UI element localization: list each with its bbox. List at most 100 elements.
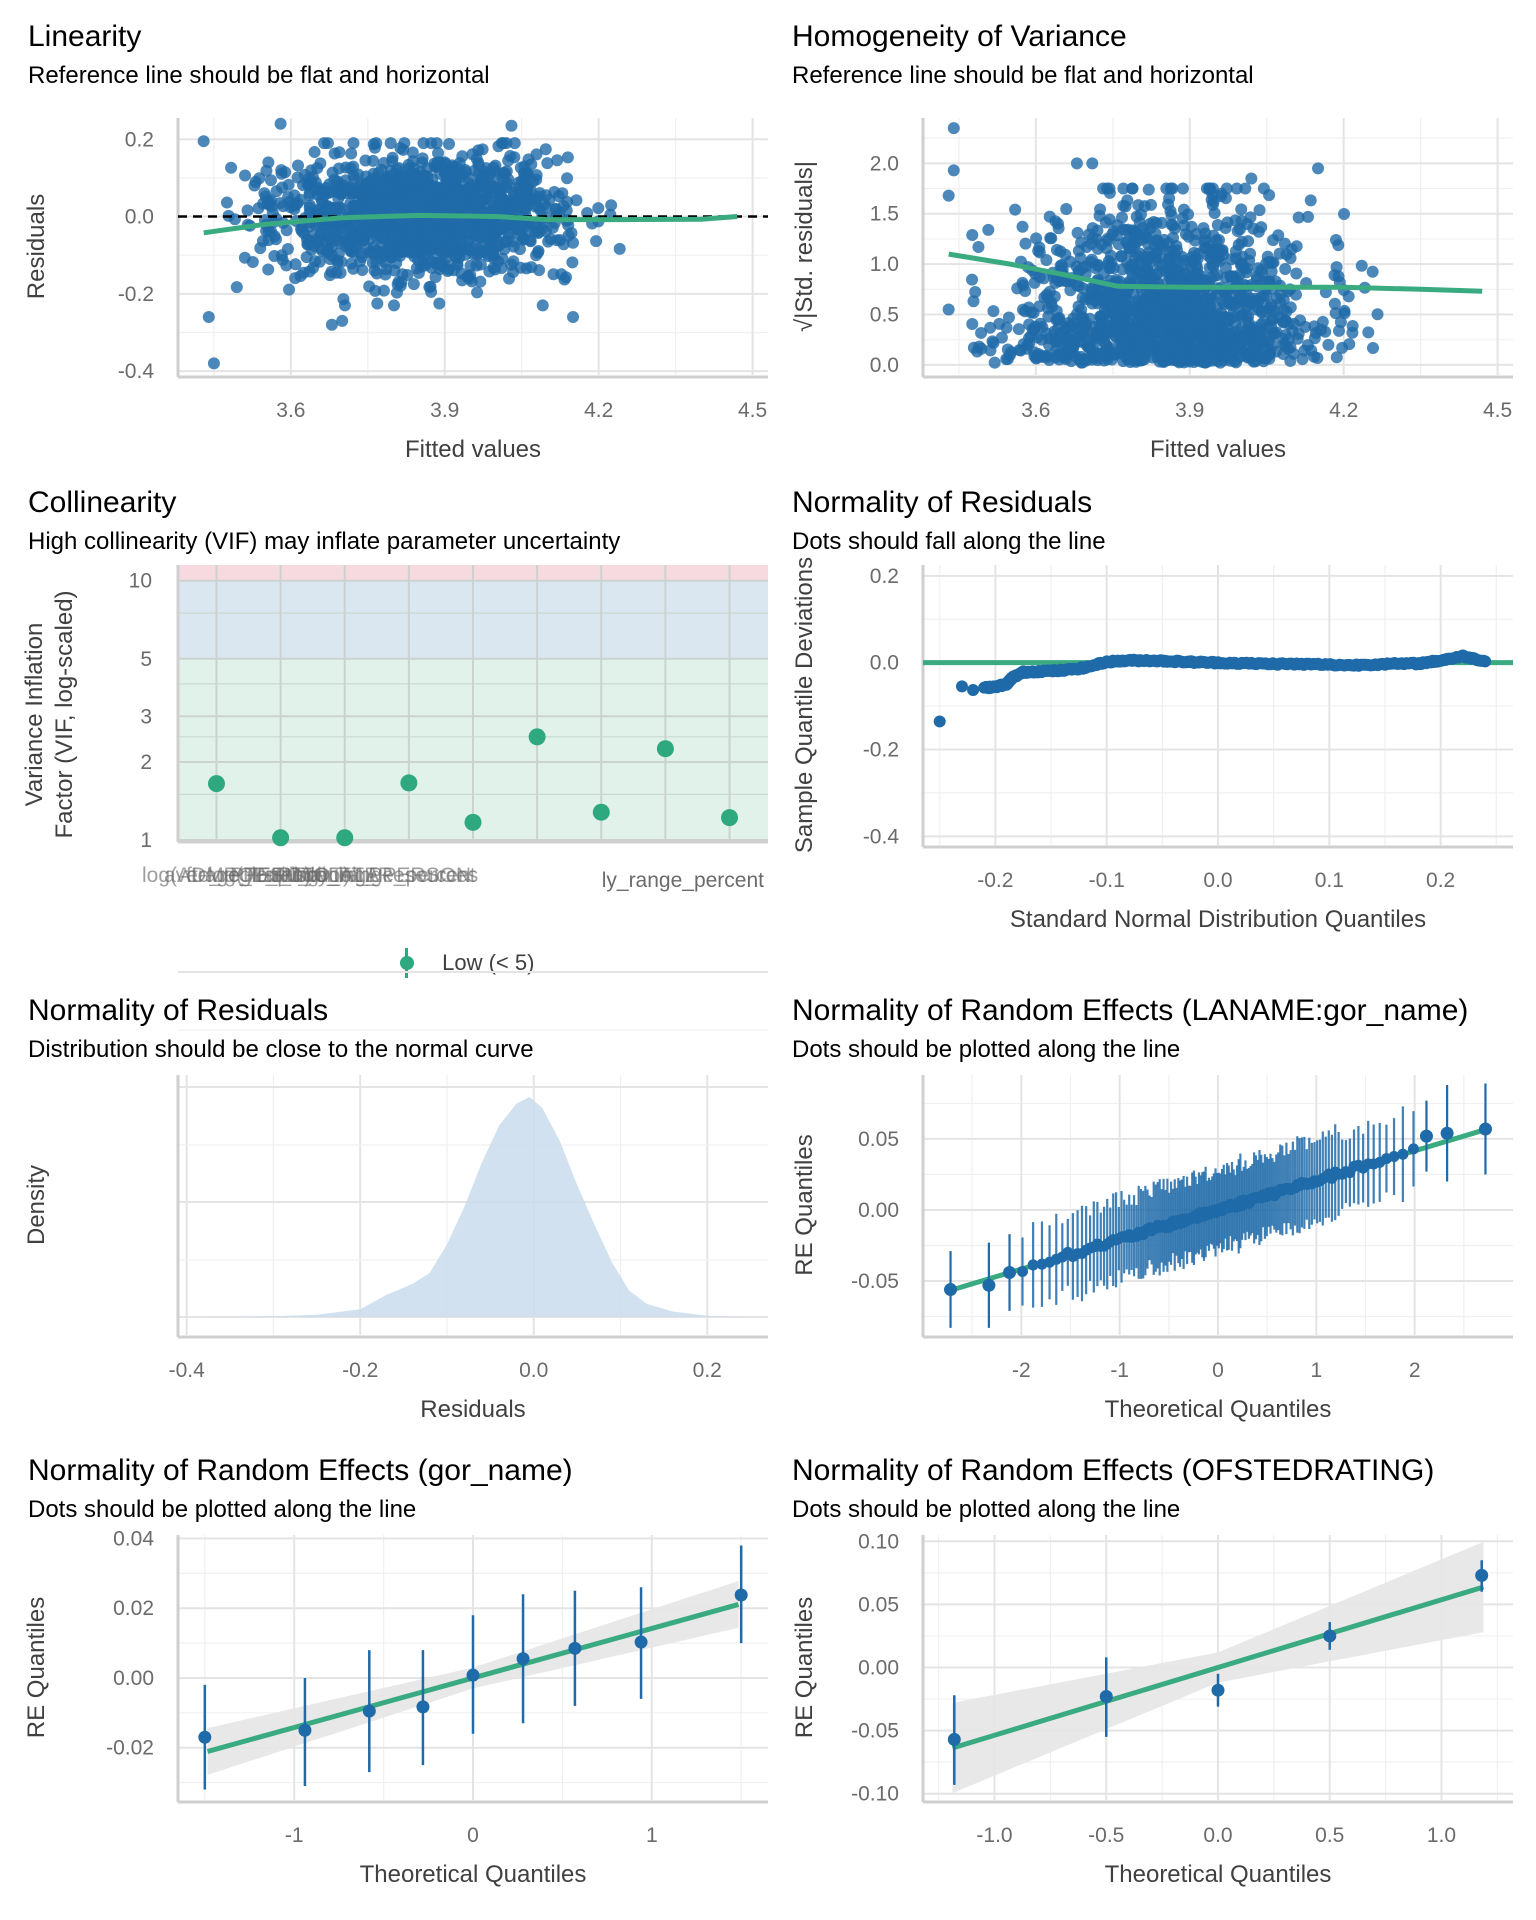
data-point: [456, 150, 469, 163]
vif-point: [336, 829, 354, 847]
data-point: [1162, 198, 1175, 211]
legend-label: Low (< 5): [442, 950, 535, 975]
data-point: [1079, 293, 1092, 306]
data-point: [1219, 221, 1232, 234]
data-point: [1233, 223, 1246, 236]
data-point: [547, 268, 560, 281]
data-point: [308, 146, 321, 159]
x-tick-label: 1: [1310, 1359, 1322, 1382]
data-point: [1103, 213, 1116, 226]
data-point: [321, 137, 334, 150]
panel-re-gor: Normality of Random Effects (gor_name) D…: [0, 1450, 768, 1920]
y-tick-label: -0.05: [851, 1270, 899, 1293]
data-point: [1155, 216, 1168, 229]
y-axis-label: Residuals: [23, 194, 50, 299]
data-point: [1101, 182, 1114, 195]
data-point: [1119, 200, 1132, 213]
data-point: [1001, 353, 1014, 366]
y-tick-label: 1: [140, 829, 152, 852]
data-point: [375, 163, 388, 176]
data-point: [350, 200, 363, 213]
x-tick-label: -0.1: [1089, 869, 1125, 892]
data-point: [1249, 355, 1262, 368]
data-point: [1108, 307, 1121, 320]
homogeneity-plot: 3.6 3.9 4.2 4.5 0.0 0.5 1.0 1.5 2.0 Fitted values…: [791, 118, 1513, 463]
data-point: [474, 258, 487, 271]
panel-title: Collinearity: [28, 486, 177, 519]
y-tick-label: -0.05: [851, 1720, 899, 1743]
data-point: [406, 146, 419, 159]
data-point: [1250, 273, 1263, 286]
y-tick-label: 0.0: [870, 354, 899, 377]
data-point: [947, 1732, 961, 1746]
data-point: [328, 173, 341, 186]
data-point: [305, 164, 318, 177]
x-tick-label: Latitude_FTE: [252, 864, 378, 887]
data-point: [558, 273, 571, 286]
data-point: [966, 273, 979, 286]
data-point: [539, 143, 552, 156]
data-point: [1311, 351, 1324, 364]
data-point: [1043, 353, 1056, 366]
data-point: [1002, 311, 1015, 324]
data-point: [198, 1730, 212, 1744]
data-point: [474, 275, 487, 288]
data-point: [1203, 250, 1216, 263]
data-point: [1009, 203, 1022, 216]
data-point: [1222, 350, 1235, 363]
data-point: [1131, 327, 1144, 340]
data-point: [514, 261, 527, 274]
vif-point: [656, 740, 674, 758]
data-point: [975, 326, 988, 339]
data-point: [274, 117, 287, 130]
data-point: [1000, 321, 1013, 334]
data-point: [1099, 1690, 1113, 1704]
data-point: [279, 166, 292, 179]
data-point: [1142, 183, 1155, 196]
x-tick-label: 1: [646, 1824, 658, 1847]
y-tick-label: 2.0: [870, 152, 899, 175]
data-point: [967, 295, 980, 308]
data-point: [1440, 1126, 1454, 1140]
data-point: [343, 217, 356, 230]
data-point: [358, 222, 371, 235]
data-point: [605, 199, 618, 212]
data-point: [1067, 317, 1080, 330]
data-point: [1085, 326, 1098, 339]
data-point: [332, 162, 345, 175]
data-point: [1371, 308, 1384, 321]
data-point: [1151, 351, 1164, 364]
data-point: [430, 137, 443, 150]
collinearity-plot: 1 2 3 5 10 log(ADMPOL_PT)average_Pupil_tofte_…: [21, 565, 768, 887]
data-point: [1219, 192, 1232, 205]
data-point: [241, 204, 254, 217]
data-point: [321, 245, 334, 258]
data-point: [1104, 261, 1117, 274]
data-point: [408, 250, 421, 263]
y-tick-label: 0.0: [870, 652, 899, 675]
data-point: [345, 147, 358, 160]
data-point: [1175, 345, 1188, 358]
data-point: [518, 193, 531, 206]
data-point: [1153, 322, 1166, 335]
data-point: [306, 229, 319, 242]
data-point: [1312, 162, 1325, 175]
x-tick-label: 0.2: [1426, 869, 1455, 892]
x-tick-label: 0.5: [1315, 1824, 1344, 1847]
data-point: [1115, 341, 1128, 354]
panel-subtitle: High collinearity (VIF) may inflate para…: [28, 528, 621, 555]
data-point: [561, 151, 574, 164]
data-point: [380, 183, 393, 196]
panel-title: Homogeneity of Variance: [792, 20, 1127, 53]
data-point: [1138, 347, 1151, 360]
data-point: [1176, 300, 1189, 313]
data-point: [1279, 263, 1292, 276]
data-point: [379, 268, 392, 281]
x-tick-label: -0.2: [342, 1359, 378, 1382]
data-point: [568, 1641, 582, 1655]
data-point: [385, 200, 398, 213]
data-point: [1108, 324, 1121, 337]
data-point: [1119, 294, 1132, 307]
data-point: [1355, 259, 1368, 272]
x-tick-label: 3.9: [1175, 399, 1204, 422]
